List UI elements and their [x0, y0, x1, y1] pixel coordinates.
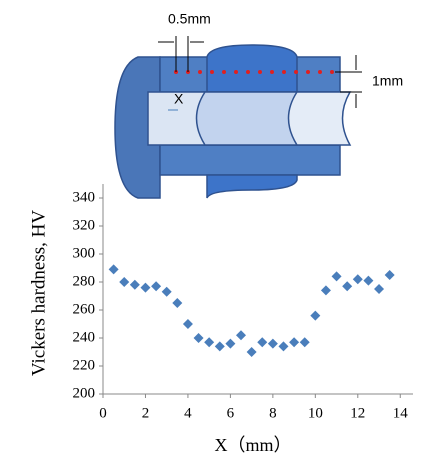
data-point	[236, 330, 247, 341]
indent	[198, 70, 202, 74]
inner-end	[287, 91, 352, 146]
top-bulge	[206, 44, 298, 93]
x-tick-label: 2	[142, 405, 150, 421]
data-point	[161, 286, 172, 297]
pitch-label: 0.5mm	[168, 11, 211, 27]
y-tick-label: 240	[73, 329, 96, 345]
y-axis-label: Vickers hardness, HV	[28, 210, 49, 376]
y-tick-label: 320	[73, 217, 96, 233]
depth-label: 1mm	[372, 73, 403, 89]
data-point	[342, 281, 353, 292]
indent	[246, 70, 250, 74]
data-point	[278, 341, 289, 352]
data-point	[172, 298, 183, 308]
bottom-bulge	[206, 174, 298, 199]
indent	[222, 70, 226, 74]
chart: 200 220 240 260 280 300 320 340 0 2 4 6 8 10 12 14 X（mm）…	[28, 184, 413, 455]
data-point	[246, 347, 257, 357]
specimen-diagram: 0.5mm 1mm X	[114, 11, 403, 199]
data-point	[182, 319, 193, 329]
y-tick-label: 200	[73, 385, 96, 401]
x-axis-label: X（mm）	[214, 435, 291, 455]
data-point	[140, 282, 151, 293]
x-tick-label: 0	[99, 405, 107, 421]
data-point	[310, 310, 321, 321]
data-point	[129, 279, 140, 290]
data-point	[257, 337, 268, 348]
indent	[318, 70, 322, 74]
indent	[234, 70, 238, 74]
data-point	[151, 281, 162, 292]
y-tick-label: 260	[73, 301, 96, 317]
data-point	[289, 337, 300, 348]
data-point	[225, 338, 236, 349]
data-point	[267, 338, 278, 349]
indent	[270, 70, 274, 74]
data-point	[384, 270, 395, 280]
data-point	[374, 284, 385, 294]
data-point	[363, 275, 374, 286]
data-point	[320, 285, 331, 296]
bottom-wall	[159, 144, 341, 176]
y-tick-label: 340	[73, 189, 96, 205]
indent	[210, 70, 214, 74]
x-tick-label: 12	[350, 405, 365, 421]
data-point	[352, 274, 363, 285]
origin-label: X	[174, 91, 184, 107]
x-tick-label: 4	[184, 405, 192, 421]
indent	[330, 70, 334, 74]
data-point	[119, 277, 130, 287]
data-point	[204, 337, 215, 348]
indent	[294, 70, 298, 74]
data-point	[108, 264, 119, 275]
data-point	[331, 271, 342, 282]
x-tick-label: 6	[227, 405, 235, 421]
data-point	[214, 341, 225, 352]
y-tick-label: 300	[73, 245, 96, 261]
indent	[306, 70, 310, 74]
y-tick-label: 280	[73, 273, 96, 289]
indent-points	[174, 70, 334, 74]
inner-sleeve	[195, 91, 299, 146]
indent	[282, 70, 286, 74]
y-tick-label: 220	[73, 357, 96, 373]
dimension-lines	[158, 36, 362, 111]
indent	[258, 70, 262, 74]
data-point	[299, 337, 310, 348]
x-tick-label: 8	[269, 405, 277, 421]
data-point	[193, 333, 204, 343]
x-tick-label: 10	[308, 405, 323, 421]
x-tick-label: 14	[393, 405, 409, 421]
